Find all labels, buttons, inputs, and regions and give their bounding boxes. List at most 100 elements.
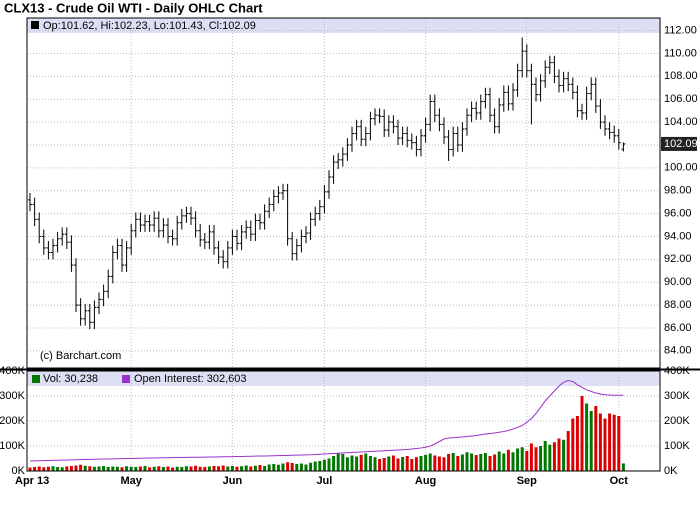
volume-bar xyxy=(382,458,386,471)
volume-bar xyxy=(28,467,32,471)
y-tick-label: 84.00 xyxy=(664,345,692,357)
x-tick-label: Jul xyxy=(316,475,332,487)
volume-bar xyxy=(33,467,37,471)
volume-bar xyxy=(240,466,244,471)
volume-bar xyxy=(281,463,285,471)
volume-bar xyxy=(350,455,354,471)
y2-tick-label: 0K xyxy=(664,465,678,477)
volume-bar xyxy=(65,466,69,471)
y2-tick-label-left: 200K xyxy=(0,415,26,427)
volume-bar xyxy=(479,454,483,471)
volume-bar xyxy=(203,467,207,471)
y-tick-label: 100.00 xyxy=(664,162,698,174)
volume-bar xyxy=(424,454,428,471)
volume-bar xyxy=(157,466,161,471)
price-frame xyxy=(26,17,661,369)
volume-bar xyxy=(161,467,165,471)
volume-bar xyxy=(442,457,446,471)
oi-legend: Open Interest: 302,603 xyxy=(134,373,247,385)
volume-bar xyxy=(125,466,129,471)
volume-bar xyxy=(529,443,533,471)
volume-bar xyxy=(470,453,474,471)
marks xyxy=(28,37,626,471)
volume-bar xyxy=(322,459,326,471)
volume-bar xyxy=(134,467,138,471)
volume-bar xyxy=(60,467,64,471)
volume-bar xyxy=(267,464,271,471)
x-tick-label: Aug xyxy=(415,475,436,487)
volume-bar xyxy=(166,466,170,471)
volume-bar xyxy=(410,459,414,471)
volume-bar xyxy=(51,466,55,471)
volume-bar xyxy=(46,466,50,471)
volume-bar xyxy=(272,464,276,471)
volume-bar xyxy=(414,457,418,471)
volume-bar xyxy=(621,463,625,471)
y2-tick-label: 400K xyxy=(664,365,690,377)
y2-tick-label-left: 400K xyxy=(0,365,26,377)
x-tick-label: Sep xyxy=(517,475,537,487)
volume-bar xyxy=(548,444,552,471)
volume-bar xyxy=(460,454,464,471)
x-tick-label: May xyxy=(120,475,142,487)
volume-bar xyxy=(258,465,262,471)
volume-bar xyxy=(244,465,248,471)
volume-bar xyxy=(97,466,101,471)
volume-bar xyxy=(249,466,253,471)
volume-bar xyxy=(373,457,377,471)
volume-bar xyxy=(428,453,432,471)
volume-bar xyxy=(345,457,349,471)
volume-bar xyxy=(184,466,188,471)
volume-bar xyxy=(194,465,198,471)
y2-tick-label-left: 300K xyxy=(0,390,26,402)
volume-bar xyxy=(263,466,267,471)
y2-tick-label-left: 0K xyxy=(12,465,26,477)
y-tick-label: 108.00 xyxy=(664,70,698,82)
volume-bar xyxy=(88,466,92,471)
volume-bar xyxy=(405,456,409,471)
volume-bar xyxy=(359,454,363,471)
volume-bar xyxy=(474,455,478,471)
y-tick-label: 88.00 xyxy=(664,299,692,311)
volume-bar xyxy=(433,455,437,471)
volume-bar xyxy=(516,448,520,471)
volume-bar xyxy=(332,456,336,471)
volume-bar xyxy=(152,466,156,471)
volume-bar xyxy=(226,466,230,471)
volume-bar xyxy=(571,418,575,471)
chart-title: CLX13 - Crude Oil WTI - Daily OHLC Chart xyxy=(4,0,263,15)
ohlc-legend: Op:101.62, Hi:102.23, Lo:101.43, Cl:102.… xyxy=(43,20,256,32)
volume-bar xyxy=(295,464,299,471)
volume-bar xyxy=(207,466,211,471)
volume-bar xyxy=(585,403,589,471)
volume-bar xyxy=(327,458,331,471)
legend-swatch xyxy=(31,21,39,29)
volume-bar xyxy=(539,446,543,471)
volume-bar xyxy=(391,455,395,471)
volume-bar xyxy=(189,466,193,471)
y-tick-label: 90.00 xyxy=(664,276,692,288)
y2-tick-label-left: 100K xyxy=(0,440,26,452)
volume-bar xyxy=(304,464,308,471)
y2-tick-label: 300K xyxy=(664,390,690,402)
x-tick-label: Apr 13 xyxy=(15,475,49,487)
legend-swatch xyxy=(32,375,40,383)
volume-bar xyxy=(138,466,142,471)
x-tick-label: Jun xyxy=(223,475,243,487)
volume-bar xyxy=(451,453,455,471)
volume-bar xyxy=(56,467,60,471)
volume-bar xyxy=(235,466,239,471)
volume-bar xyxy=(506,449,510,471)
volume-bar xyxy=(106,467,110,471)
y-tick-label: 94.00 xyxy=(664,230,692,242)
volume-bar xyxy=(102,466,106,471)
y-tick-label: 92.00 xyxy=(664,253,692,265)
y2-tick-label: 200K xyxy=(664,415,690,427)
volume-bar xyxy=(562,439,566,471)
y-tick-label: 110.00 xyxy=(664,47,697,59)
volume-bar xyxy=(511,452,515,471)
y2-tick-label: 100K xyxy=(664,440,690,452)
volume-bar xyxy=(520,447,524,471)
y-tick-label: 98.00 xyxy=(664,185,692,197)
